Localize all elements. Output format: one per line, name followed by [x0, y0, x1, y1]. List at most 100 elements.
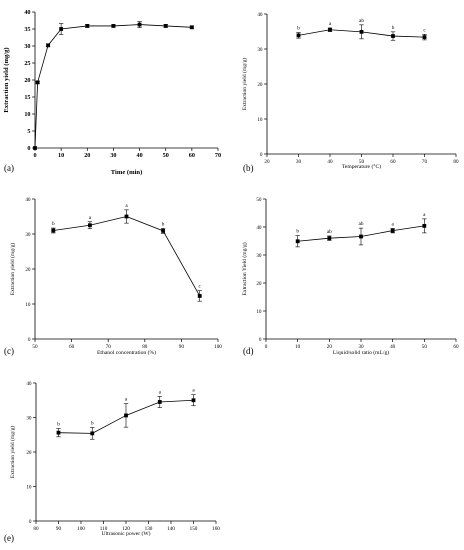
y-tick-label: 15 — [24, 94, 30, 101]
x-tick-label: 30 — [110, 152, 116, 159]
significance-label: a — [392, 221, 395, 227]
x-tick-label: 70 — [106, 344, 112, 350]
y-tick-label: 0 — [260, 152, 263, 158]
data-point — [161, 228, 165, 233]
x-tick-label: 90 — [56, 526, 62, 532]
y-tick-label: 30 — [25, 232, 31, 238]
y-tick-label: 30 — [256, 253, 262, 259]
data-point — [359, 29, 364, 34]
data-point — [422, 223, 427, 228]
y-axis-title: Extraction yield (mg/g) — [9, 243, 16, 296]
data-point — [124, 214, 129, 219]
x-tick-label: 30 — [296, 159, 302, 165]
x-tick-label: 160 — [212, 526, 220, 532]
significance-label: a — [192, 388, 195, 394]
y-tick-label: 40 — [256, 225, 262, 231]
series-line — [34, 24, 192, 149]
data-point — [296, 33, 301, 38]
x-tick-label: 0 — [265, 344, 268, 350]
data-point — [137, 22, 142, 27]
data-point — [56, 430, 61, 435]
data-point — [51, 228, 56, 233]
data-point — [327, 236, 332, 241]
significance-label: a — [329, 21, 332, 27]
significance-label: b — [296, 229, 299, 235]
y-axis-title: Extraction Yield (mg/g) — [241, 242, 248, 295]
data-point — [359, 234, 363, 239]
panel-label: (d) — [243, 346, 254, 356]
x-tick-label: 50 — [359, 159, 365, 165]
y-tick-label: 0 — [29, 519, 32, 525]
series-line — [53, 216, 201, 297]
y-tick-label: 20 — [256, 281, 262, 287]
x-tick-label: 110 — [100, 526, 108, 532]
x-axis-title: Ultrasonic power (W) — [101, 530, 150, 537]
y-tick-label: 20 — [25, 267, 31, 273]
y-tick-label: 10 — [24, 111, 30, 118]
panel-label: (a) — [4, 163, 14, 173]
y-tick-label: 30 — [26, 415, 32, 421]
x-tick-label: 30 — [358, 344, 364, 350]
x-tick-label: 80 — [453, 159, 459, 165]
chart-c: 0 10 20 30 40 50 60 70 80 90 100 Ethanol concentrat… — [4, 197, 222, 356]
x-tick-label: 50 — [32, 344, 38, 350]
chart-b: 0 10 20 30 40 20 30 40 50 60 70 80 Temperature (°C) E… — [241, 12, 459, 173]
x-tick-label: 60 — [69, 344, 75, 350]
x-tick-label: 70 — [215, 152, 221, 159]
data-point — [124, 413, 128, 418]
data-point — [189, 25, 194, 30]
y-tick-label: 0 — [27, 145, 30, 152]
x-tick-label: 40 — [327, 159, 333, 165]
x-tick-label: 80 — [142, 344, 148, 350]
x-axis-title: Time (min) — [111, 169, 143, 176]
y-tick-label: 20 — [257, 82, 263, 88]
chart-e: 0 10 20 30 40 80 90 100 110 120 130 140 150 160 Ultras… — [4, 381, 220, 543]
y-tick-label: 40 — [24, 9, 30, 16]
data-point — [295, 239, 300, 244]
y-tick-label: 5 — [27, 128, 30, 135]
y-tick-label: 20 — [26, 450, 32, 456]
y-tick-label: 40 — [26, 381, 32, 387]
y-tick-label: 50 — [256, 197, 262, 203]
data-point — [157, 400, 162, 404]
x-tick-label: 140 — [167, 526, 175, 532]
y-axis-title: Extraction yield (mg/g) — [3, 47, 10, 112]
significance-label: ab — [327, 229, 332, 235]
y-axis-title: Extraction yield (mg/g) — [241, 58, 248, 111]
data-point — [35, 80, 40, 85]
significance-label: ab — [359, 18, 364, 24]
x-axis-title: Liquid/solid ratio (mL/g) — [333, 349, 389, 356]
x-tick-label: 60 — [189, 152, 195, 159]
data-point — [59, 27, 64, 31]
data-point — [111, 24, 116, 28]
significance-label: b — [57, 422, 60, 428]
data-point — [88, 223, 92, 228]
y-tick-label: 30 — [24, 43, 30, 50]
x-tick-label: 10 — [58, 152, 64, 159]
data-point — [390, 228, 395, 233]
x-tick-label: 40 — [136, 152, 142, 159]
y-tick-label: 10 — [25, 302, 31, 308]
x-tick-label: 60 — [453, 344, 459, 350]
data-point — [191, 398, 196, 403]
chart-d: 0 10 20 30 40 50 0 10 20 30 40 50 60 Liquid/solid rat… — [241, 197, 459, 356]
x-tick-label: 20 — [264, 159, 270, 165]
y-tick-label: 10 — [256, 309, 262, 315]
y-tick-label: 10 — [26, 484, 32, 490]
y-tick-label: 0 — [259, 337, 262, 343]
y-tick-label: 25 — [24, 60, 30, 67]
y-tick-label: 30 — [257, 47, 263, 53]
data-point — [46, 43, 50, 48]
x-tick-label: 80 — [33, 526, 39, 532]
chart-a: 0 5 10 15 20 25 30 35 40 0 10 20 30 40 50 60 70 Time (min… — [3, 9, 221, 176]
x-tick-label: 40 — [390, 344, 396, 350]
significance-label: a — [125, 203, 128, 209]
x-tick-label: 130 — [145, 526, 153, 532]
x-tick-label: 20 — [84, 152, 90, 159]
significance-label: a — [125, 397, 128, 403]
x-tick-label: 50 — [422, 344, 428, 350]
x-tick-label: 100 — [77, 526, 85, 532]
data-point — [391, 34, 395, 38]
panel-label: (b) — [243, 163, 254, 173]
